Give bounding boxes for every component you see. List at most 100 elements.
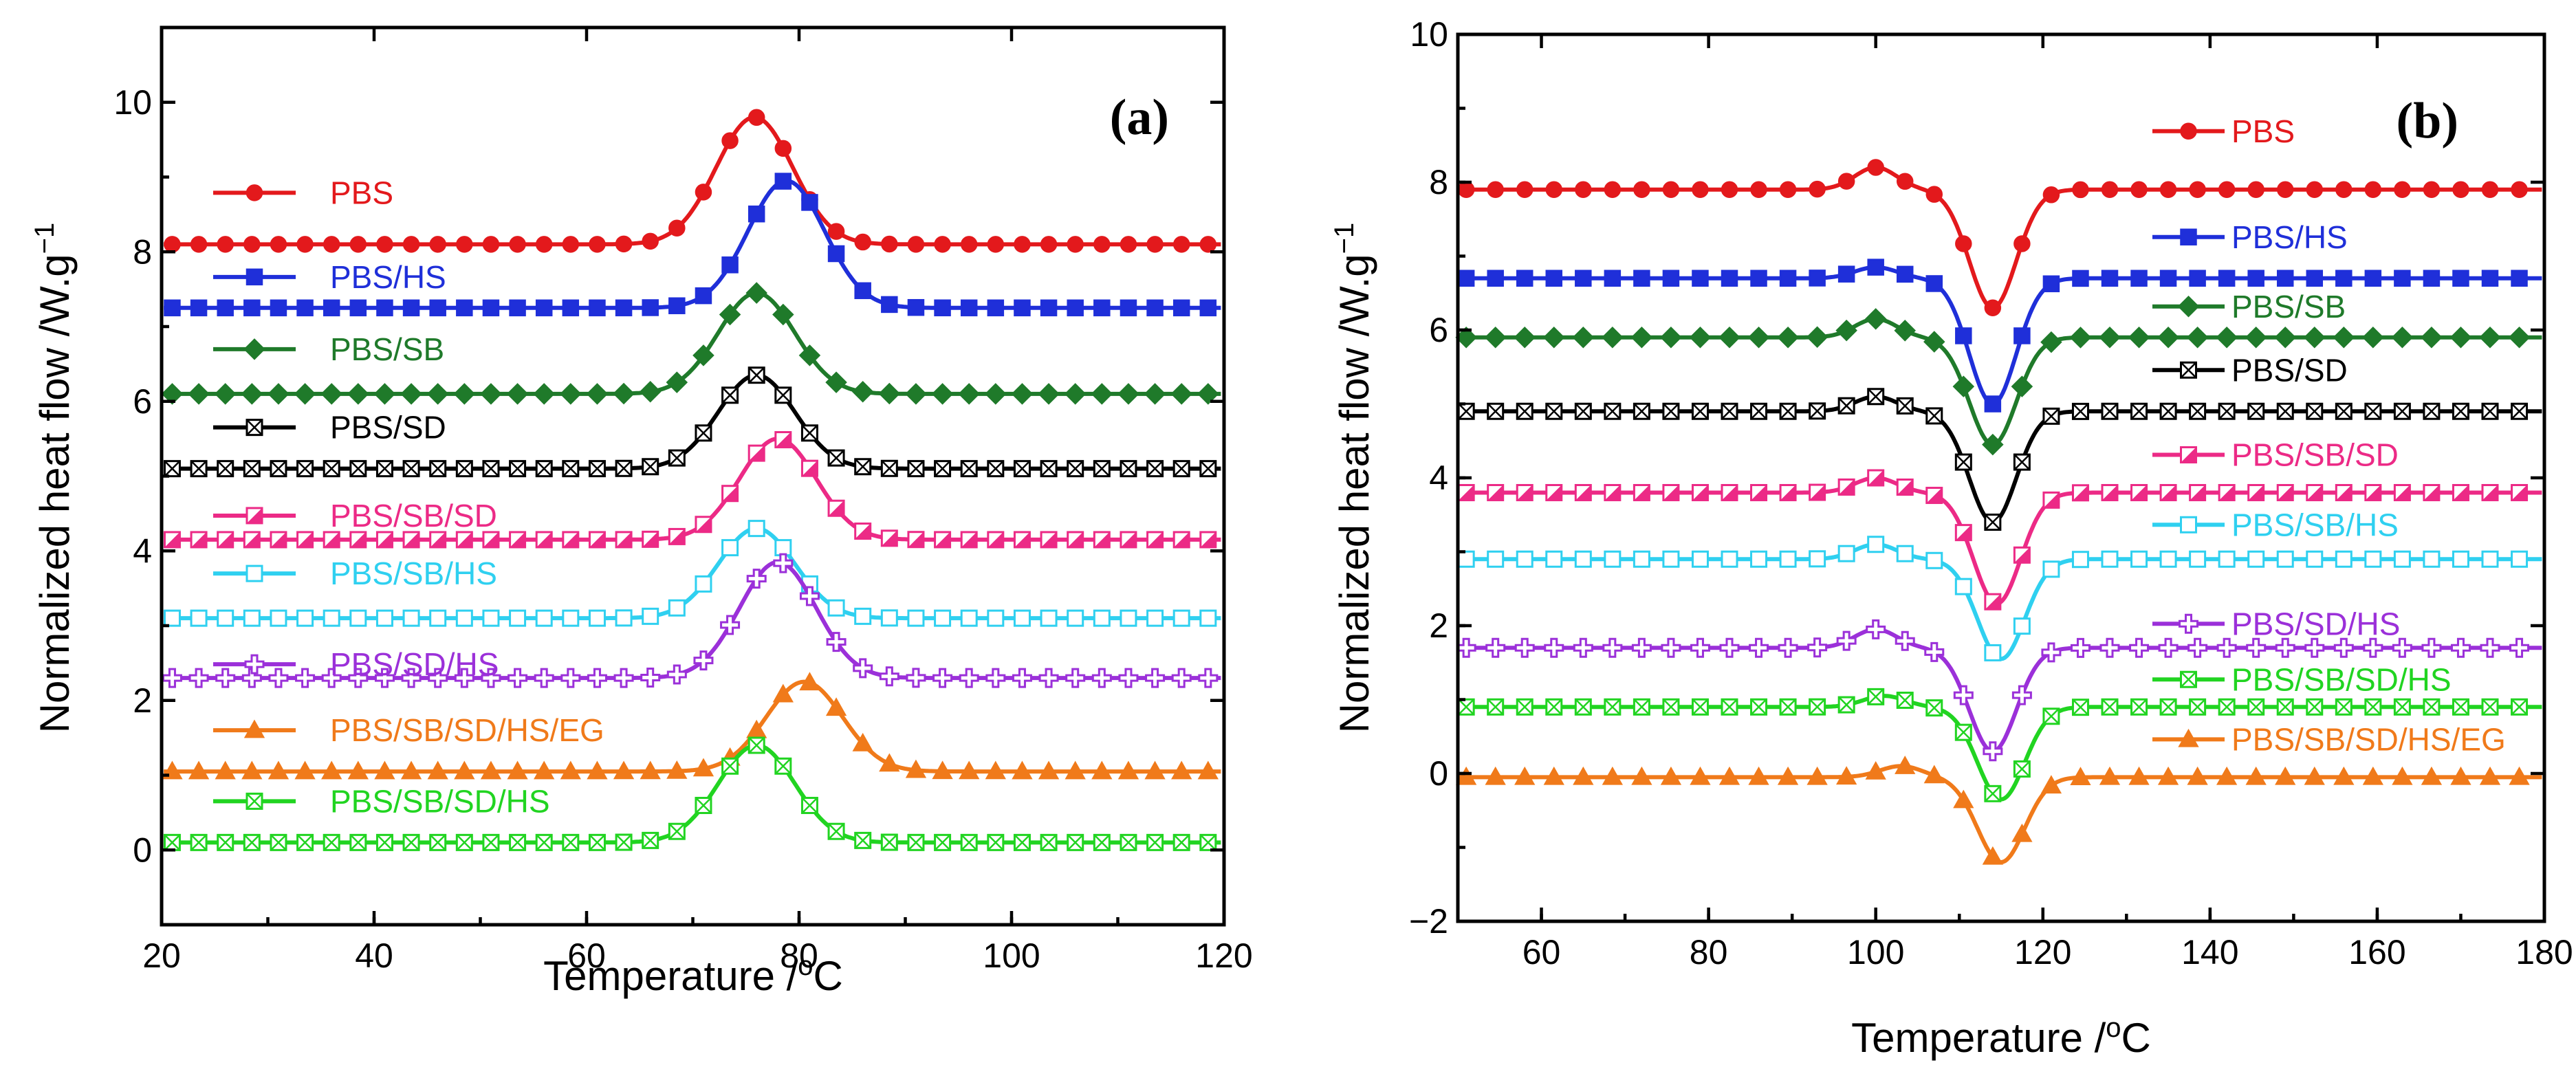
panel-b-data-point (1485, 766, 1506, 785)
panel-b-legend-label: PBS/SB/HS (2231, 507, 2399, 542)
panel-b-data-point (2306, 550, 2324, 568)
panel-a-data-point (799, 586, 820, 606)
panel-a-data-point (907, 531, 925, 549)
panel-a-data-point (294, 760, 316, 780)
panel-a-xaxis-title: Temperature /oC (543, 951, 843, 999)
panel-a-data-point (747, 366, 765, 384)
panel-a-data-point (1198, 668, 1219, 688)
panel-b-data-point (2099, 326, 2121, 349)
panel-a-data-point (666, 371, 688, 393)
panel-a-chart: 20 40 60 80 100 120 0 2 4 6 8 10 PBS PBS/HS PBS/SB PBS/… (30, 25, 1253, 999)
panel-a-data-point (1040, 531, 1058, 549)
panel-b-data-point (1925, 551, 1943, 569)
panel-a-data-point (1040, 609, 1058, 627)
panel-a-data-point (695, 796, 712, 814)
panel-b-data-point (2189, 402, 2207, 420)
panel-a-data-point (695, 184, 712, 201)
panel-a-data-point (1091, 383, 1113, 405)
panel-b-xtick-label: 80 (1690, 933, 1728, 971)
panel-a-data-point (615, 459, 633, 477)
panel-a-data-point (668, 527, 686, 545)
panel-a-data-point (321, 760, 342, 780)
panel-a-data-point (1093, 460, 1111, 478)
panel-a-data-point (509, 609, 527, 627)
panel-a-data-point (774, 539, 792, 557)
panel-b-data-point (1545, 402, 1563, 420)
panel-b-data-point (1809, 402, 1826, 420)
panel-b-data-point (1514, 766, 1536, 785)
panel-b-data-point (2159, 181, 2177, 198)
panel-a-data-point (243, 833, 261, 851)
panel-a-data-point (562, 460, 580, 478)
panel-b-data-point (1806, 326, 1829, 348)
panel-a-data-point (190, 460, 208, 478)
panel-b-data-point (2159, 550, 2177, 568)
panel-a-data-point (640, 667, 661, 688)
panel-b-data-point (2276, 181, 2294, 198)
panel-a-data-point (323, 460, 340, 478)
panel-a-yaxis-title: Normalized heat flow /W.g−1 (30, 223, 78, 734)
panel-a-legend-entry: PBS/SD/HS (213, 646, 499, 682)
panel-a-legend-entry: PBS (213, 175, 393, 210)
panel-a-data-point (402, 299, 420, 317)
panel-a-data-point (456, 299, 473, 317)
panel-b-data-point (1923, 765, 1945, 784)
panel-a-data-point (373, 383, 396, 405)
panel-a-data-point (217, 833, 234, 851)
panel-a-legend-label: PBS/HS (330, 259, 446, 295)
panel-a-series-line (164, 115, 1221, 247)
panel-b-data-point (2158, 637, 2179, 658)
panel-b-data-point (1633, 484, 1650, 501)
panel-b-data-point (1457, 181, 1475, 198)
panel-b-legend-marker (2178, 728, 2199, 747)
panel-a-series-line (164, 679, 1221, 774)
panel-a-data-point (482, 531, 500, 549)
panel-b-data-point (1457, 270, 1475, 287)
panel-b-data-point (2130, 402, 2148, 420)
panel-b-data-point (1574, 402, 1592, 420)
panel-a-series-line (164, 437, 1221, 542)
panel-b-data-point (2481, 484, 2499, 501)
panel-a-data-point (375, 833, 393, 851)
panel-b-data-point (1750, 402, 1768, 420)
panel-b-data-point (2306, 270, 2324, 287)
panel-a-legend-marker (245, 792, 263, 810)
panel-a-data-point (1065, 668, 1086, 688)
panel-b-data-point (1721, 484, 1738, 501)
panel-b-data-point (1867, 688, 1885, 705)
panel-a-data-point (774, 140, 792, 157)
panel-a-data-point (374, 760, 395, 780)
panel-b-legend-entry: PBS/SB/SD (2152, 437, 2399, 473)
panel-a-data-point (270, 531, 287, 549)
panel-b-data-point (2276, 270, 2294, 287)
panel-b-data-point (2452, 698, 2469, 716)
panel-a-data-point (800, 459, 818, 477)
panel-b-data-point (1662, 550, 1680, 568)
panel-b-data-point (1867, 159, 1884, 176)
panel-b-data-point (1691, 550, 1709, 568)
panel-a-data-point (270, 299, 287, 317)
panel-a-data-point (1145, 668, 1166, 688)
panel-a-data-point (456, 236, 473, 253)
panel-b-data-point (1633, 181, 1650, 198)
panel-a-data-point (562, 236, 580, 253)
panel-b-data-point (1604, 484, 1622, 501)
panel-a-data-point (1038, 760, 1060, 780)
panel-a-data-point (270, 833, 287, 851)
panel-b-data-point (1543, 326, 1565, 349)
panel-b-data-point (1633, 402, 1650, 420)
panel-a-data-point (507, 668, 528, 688)
panel-b-series-PBS/HS (1457, 259, 2542, 413)
panel-b-legend-entry: PBS/SD (2152, 352, 2348, 388)
panel-a-data-point (745, 282, 767, 304)
panel-a-data-point (721, 132, 739, 149)
panel-b-data-point (2042, 707, 2060, 725)
panel-a-legend-marker (245, 184, 263, 201)
panel-b-data-point (1982, 433, 2004, 456)
panel-a-data-point (1067, 531, 1084, 549)
panel-b-data-point (1660, 766, 1682, 785)
panel-a-data-point (243, 460, 261, 478)
panel-b-data-point (2128, 326, 2150, 349)
panel-a-data-point (429, 531, 447, 549)
panel-a-data-point (985, 383, 1007, 405)
